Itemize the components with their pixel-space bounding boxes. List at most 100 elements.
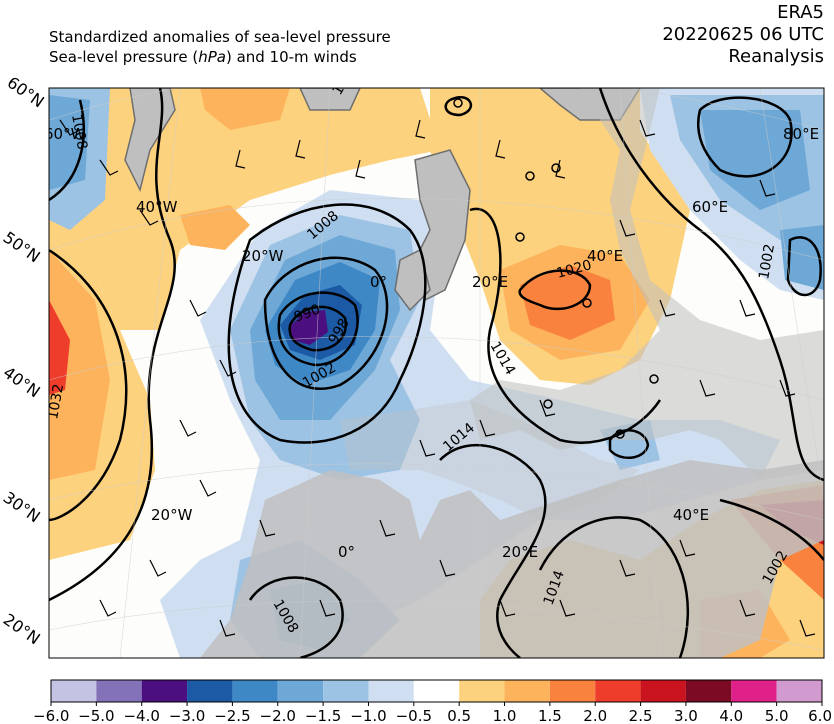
title-line-1: Standardized anomalies of sea-level pres… <box>49 28 391 46</box>
colorbar-tick-label: 2.5 <box>629 707 653 724</box>
colorbar-tick-label: −1.0 <box>350 707 386 724</box>
lon-label: 40°W <box>136 198 178 216</box>
lat-label: 40°N <box>0 363 44 402</box>
map-field: 60°W 40°W 20°W 0° 20°E 40°E 60°E 80°E 20… <box>44 59 824 658</box>
colorbar-box <box>187 680 233 702</box>
lon-label: 20°W <box>151 506 193 524</box>
land-britain <box>394 248 431 312</box>
lon-label: 40°E <box>587 247 623 265</box>
lon-label: 60°E <box>692 198 728 216</box>
lat-label: 50°N <box>0 228 44 267</box>
land-europe <box>340 400 640 520</box>
colorbar-box <box>549 680 596 702</box>
anomaly-15-midatlantic <box>180 205 250 250</box>
colorbar-tick-label: −2.0 <box>260 707 296 724</box>
isobar-1008 <box>227 203 427 444</box>
lon-label: 60°W <box>44 125 86 143</box>
colorbar-box <box>323 680 369 702</box>
colorbar-box <box>504 680 550 702</box>
isobar-1014-sea <box>538 516 690 658</box>
lon-label: 0° <box>338 543 355 561</box>
isobar-1002-east <box>786 236 822 297</box>
isobar-1008-west <box>49 99 85 202</box>
colorbar-tick-label: 6.0 <box>808 707 832 724</box>
lon-label: 80°E <box>783 125 819 143</box>
isobar-1020-east <box>518 269 592 311</box>
map-title: Standardized anomalies of sea-level pres… <box>49 27 391 67</box>
colorbar-tick-label: 1.0 <box>493 707 517 724</box>
isobar-990 <box>288 305 348 352</box>
isobar-label: 1032 <box>45 383 67 421</box>
colorbar: −6.0 −5.0 −4.0 −3.0 −2.5 −2.0 −1.5 −1.0 −0.5 0.5 1… <box>33 679 832 724</box>
colorbar-box <box>141 680 188 702</box>
wind-barbs <box>59 119 816 637</box>
product-label: Reanalysis <box>728 46 824 67</box>
anomaly-2-scandinavia <box>520 265 615 340</box>
lat-label: 20°N <box>0 610 44 649</box>
colorbar-tick-label: −1.5 <box>305 707 341 724</box>
colorbar-box <box>731 680 777 702</box>
colorbar-boxes <box>50 679 823 703</box>
anomaly-2-labrador <box>49 95 90 190</box>
isobar-small-north <box>444 96 472 117</box>
lon-label: 40°E <box>673 506 709 524</box>
colorbar-ticks: −6.0 −5.0 −4.0 −3.0 −2.5 −2.0 −1.5 −1.0 −0.5 0.5 1… <box>33 702 832 724</box>
isobar-998 <box>277 291 359 367</box>
colorbar-tick-label: 2.0 <box>583 707 607 724</box>
lon-label: 20°E <box>502 543 538 561</box>
colorbar-tick-label: −3.0 <box>169 707 205 724</box>
colorbar-box <box>459 680 505 702</box>
land-russia <box>470 88 824 480</box>
land-iceland <box>299 88 361 111</box>
isobar-1002-mideast <box>719 498 824 561</box>
isobar-label: 1008 <box>68 113 90 151</box>
dataset-label: ERA5 <box>777 2 824 23</box>
colorbar-box <box>277 680 324 702</box>
colorbar-tick-label: 1.5 <box>538 707 562 724</box>
isobar-1020 <box>49 88 176 602</box>
colorbar-box <box>51 680 97 702</box>
lon-label: 0° <box>370 273 387 291</box>
colorbar-tick-label: 5.0 <box>765 707 789 724</box>
colorbar-frame <box>50 679 823 703</box>
land-scandinavia <box>414 149 471 302</box>
colorbar-box <box>232 680 278 702</box>
datetime-label: 20220625 06 UTC <box>662 24 824 45</box>
lon-label: 20°E <box>472 273 508 291</box>
colorbar-tick-label: −0.5 <box>396 707 432 724</box>
colorbar-tick-label: −2.5 <box>214 707 250 724</box>
colorbar-box <box>640 680 686 702</box>
isobar-1032 <box>49 248 128 522</box>
colorbar-tick-label: −6.0 <box>33 707 69 724</box>
colorbar-box <box>413 680 460 702</box>
map-frame <box>48 87 825 659</box>
colorbar-tick-label: 3.0 <box>674 707 698 724</box>
title-line-2: Sea-level pressure (hPa) and 10-m winds <box>49 48 357 66</box>
map-info: ERA5 20220625 06 UTC Reanalysis <box>662 2 824 68</box>
isobar-1014-south <box>439 443 547 658</box>
anomaly-25-azores <box>49 300 70 395</box>
colorbar-tick-label: 4.0 <box>719 707 743 724</box>
lat-label: 30°N <box>0 488 44 527</box>
isobar-siberia <box>696 96 793 178</box>
isobar-label: 1008 <box>330 59 362 98</box>
land-africa-mideast <box>200 460 824 658</box>
lat-labels: 60°N 50°N 40°N 30°N 20°N <box>0 73 48 649</box>
graticule <box>49 88 824 658</box>
lon-label: 20°W <box>242 247 284 265</box>
anomaly-15-north <box>200 88 290 130</box>
calm-markers <box>453 98 659 439</box>
colorbar-box <box>595 680 641 702</box>
colorbar-box <box>368 680 414 702</box>
isobar-1002 <box>263 256 389 390</box>
colorbar-box <box>685 680 732 702</box>
lat-label: 60°N <box>4 73 48 112</box>
colorbar-tick-label: 0.5 <box>447 707 471 724</box>
colorbar-box <box>96 680 142 702</box>
anomaly-2-siberia <box>700 110 810 210</box>
isobar-label: 1002 <box>756 243 778 281</box>
colorbar-tick-label: −5.0 <box>78 707 114 724</box>
anomaly-15-azores <box>49 250 110 480</box>
colorbar-tick-label: −4.0 <box>123 707 159 724</box>
